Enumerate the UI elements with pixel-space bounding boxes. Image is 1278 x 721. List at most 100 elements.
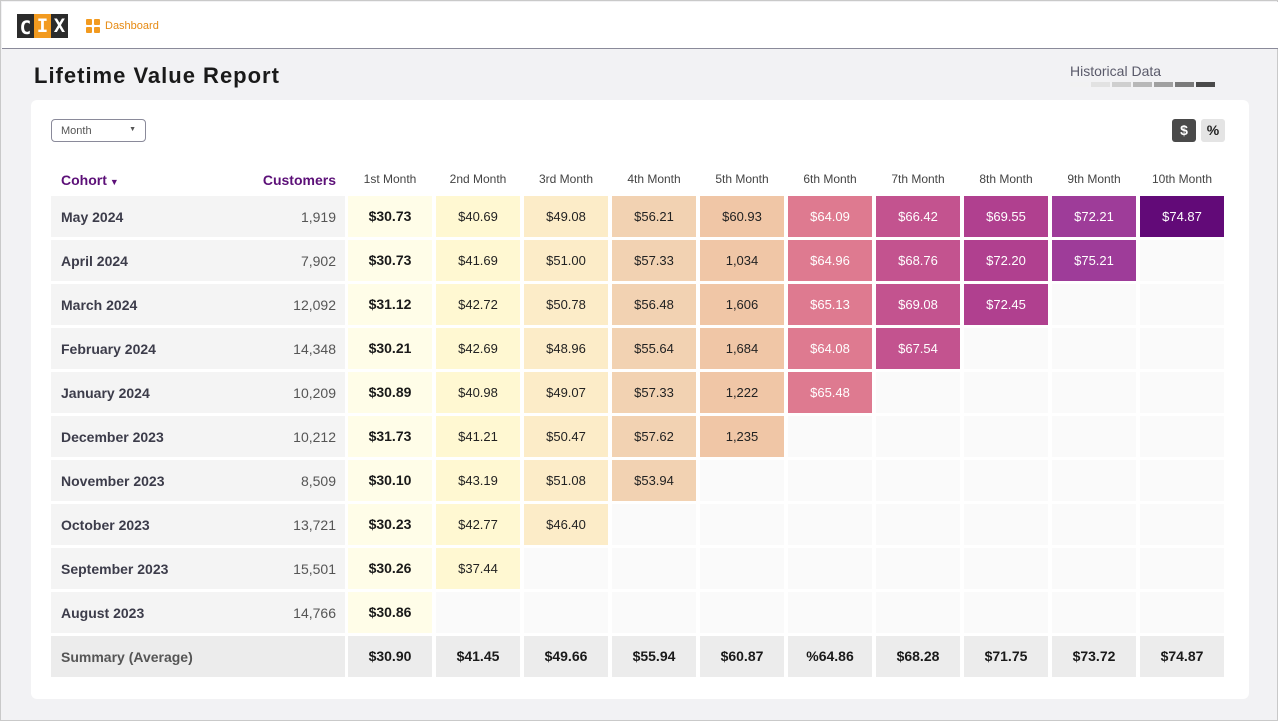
month-column-header: 8th Month	[979, 172, 1033, 186]
empty-cell	[788, 416, 872, 457]
table-row[interactable]: December 2023 10,212 $31.73 $41.21 $50.47 $57…	[51, 416, 1228, 457]
customers-count: 10,209	[293, 385, 336, 401]
toggle-percent-button[interactable]: %	[1201, 119, 1225, 142]
empty-cell	[700, 592, 784, 633]
empty-cell	[524, 548, 608, 589]
chevron-down-icon: ▼	[129, 126, 136, 133]
historical-swatch	[1133, 82, 1152, 87]
dashboard-grid-icon	[86, 19, 100, 33]
value-cell: $57.62	[612, 416, 696, 457]
value-cell: $67.54	[876, 328, 960, 369]
customers-column-header[interactable]: Customers	[262, 172, 336, 188]
empty-cell	[964, 504, 1048, 545]
empty-cell	[700, 460, 784, 501]
sort-caret-icon: ▼	[109, 177, 119, 187]
empty-cell	[964, 328, 1048, 369]
nav-dashboard-link[interactable]: Dashboard	[86, 19, 159, 33]
summary-row: Summary (Average) $30.90 $41.45 $49.66 $55.9…	[51, 636, 1228, 677]
logo-letter-c: C	[17, 14, 34, 39]
empty-cell	[964, 416, 1048, 457]
empty-cell	[700, 504, 784, 545]
table-row[interactable]: May 2024 1,919 $30.73 $40.69 $49.08 $56.21 $60…	[51, 196, 1228, 237]
value-cell: $41.21	[436, 416, 520, 457]
logo-letter-i: I	[34, 14, 51, 38]
empty-cell	[1052, 592, 1136, 633]
value-cell: $64.08	[788, 328, 872, 369]
historical-data-swatches	[1070, 82, 1215, 87]
customers-count: 13,721	[293, 517, 336, 533]
value-cell: $49.07	[524, 372, 608, 413]
customers-count: 7,902	[300, 253, 336, 269]
empty-cell	[436, 592, 520, 633]
historical-swatch	[1091, 82, 1110, 87]
empty-cell	[700, 548, 784, 589]
value-cell: $72.45	[964, 284, 1048, 325]
value-cell: $60.93	[700, 196, 784, 237]
value-cell: 1,235	[700, 416, 784, 457]
empty-cell	[1052, 548, 1136, 589]
value-cell: $75.21	[1052, 240, 1136, 281]
period-select[interactable]: Month ▼	[51, 119, 146, 142]
table-row[interactable]: September 2023 15,501 $30.26 $37.44	[51, 548, 1228, 589]
period-select-value: Month	[61, 125, 92, 137]
logo-letter-x: X	[51, 14, 68, 38]
empty-cell	[788, 504, 872, 545]
empty-cell	[964, 372, 1048, 413]
value-cell: $46.40	[524, 504, 608, 545]
cohort-name: November 2023	[61, 473, 165, 489]
value-cell: $30.73	[348, 196, 432, 237]
customers-count: 14,348	[293, 341, 336, 357]
value-cell: $40.69	[436, 196, 520, 237]
value-cell: $41.69	[436, 240, 520, 281]
month-column-header: 3rd Month	[538, 172, 594, 186]
empty-cell	[1052, 416, 1136, 457]
summary-label: Summary (Average)	[61, 649, 193, 665]
value-cell: $64.09	[788, 196, 872, 237]
month-column-header: 10th Month	[1151, 172, 1213, 186]
summary-value-cell: $74.87	[1140, 636, 1224, 677]
table-row[interactable]: March 2024 12,092 $31.12 $42.72 $50.78 $56.48…	[51, 284, 1228, 325]
cohort-cell: May 2024 1,919	[51, 196, 345, 237]
value-cell: $30.89	[348, 372, 432, 413]
customers-count: 15,501	[293, 561, 336, 577]
empty-cell	[1052, 460, 1136, 501]
value-cell: $51.08	[524, 460, 608, 501]
empty-cell	[788, 460, 872, 501]
table-row[interactable]: November 2023 8,509 $30.10 $43.19 $51.08 $53.…	[51, 460, 1228, 501]
empty-cell	[612, 592, 696, 633]
value-cell: $42.77	[436, 504, 520, 545]
value-cell: 1,684	[700, 328, 784, 369]
empty-cell	[964, 460, 1048, 501]
value-cell: $69.55	[964, 196, 1048, 237]
cohort-name: January 2024	[61, 385, 150, 401]
cohort-name: August 2023	[61, 605, 145, 621]
cohort-column-header[interactable]: Cohort ▼	[61, 172, 119, 188]
cix-logo[interactable]: C I X	[17, 14, 68, 39]
table-row[interactable]: January 2024 10,209 $30.89 $40.98 $49.07 $57.…	[51, 372, 1228, 413]
empty-cell	[612, 548, 696, 589]
value-cell: $65.13	[788, 284, 872, 325]
value-cell: $50.47	[524, 416, 608, 457]
value-cell: $56.21	[612, 196, 696, 237]
toggle-dollar-button[interactable]: $	[1172, 119, 1196, 142]
table-row[interactable]: April 2024 7,902 $30.73 $41.69 $51.00 $57.33 1…	[51, 240, 1228, 281]
value-cell: $57.33	[612, 372, 696, 413]
value-cell: $69.08	[876, 284, 960, 325]
value-cell: 1,222	[700, 372, 784, 413]
value-cell: $42.72	[436, 284, 520, 325]
value-cell: $68.76	[876, 240, 960, 281]
empty-cell	[1140, 548, 1224, 589]
month-column-header: 9th Month	[1067, 172, 1121, 186]
empty-cell	[1052, 372, 1136, 413]
customers-count: 1,919	[300, 209, 336, 225]
cohort-cell: September 2023 15,501	[51, 548, 345, 589]
month-column-header: 4th Month	[627, 172, 681, 186]
report-card: Month ▼ $ % Cohort ▼ Customers 1st Month 2…	[31, 100, 1249, 699]
historical-swatch	[1196, 82, 1215, 87]
table-row[interactable]: February 2024 14,348 $30.21 $42.69 $48.96 $55…	[51, 328, 1228, 369]
table-row[interactable]: October 2023 13,721 $30.23 $42.77 $46.40	[51, 504, 1228, 545]
value-cell: $31.12	[348, 284, 432, 325]
table-row[interactable]: August 2023 14,766 $30.86	[51, 592, 1228, 633]
cohort-name: October 2023	[61, 517, 150, 533]
